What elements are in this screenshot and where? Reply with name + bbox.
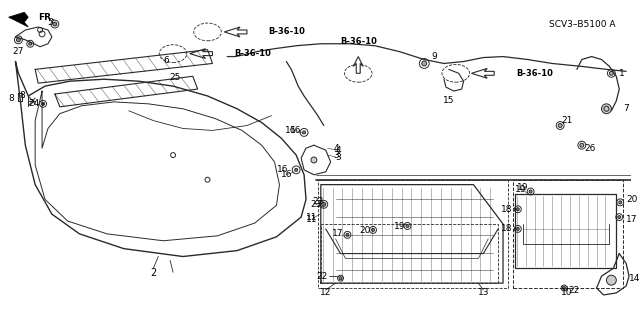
Text: B-36-10: B-36-10 <box>516 69 553 78</box>
Circle shape <box>346 234 349 236</box>
Text: 21: 21 <box>561 116 573 125</box>
Circle shape <box>529 190 532 193</box>
Text: B-36-10: B-36-10 <box>340 37 377 46</box>
Text: 6: 6 <box>163 56 169 65</box>
Text: 18: 18 <box>501 205 513 214</box>
Circle shape <box>406 225 409 227</box>
Circle shape <box>322 202 326 206</box>
Text: 16: 16 <box>285 126 296 135</box>
Circle shape <box>516 208 519 211</box>
Text: 27: 27 <box>13 47 24 56</box>
Text: 16: 16 <box>277 165 288 174</box>
Polygon shape <box>190 49 212 59</box>
Text: 14: 14 <box>629 274 640 283</box>
Circle shape <box>53 22 57 26</box>
Text: 20: 20 <box>360 226 371 235</box>
Circle shape <box>618 216 621 219</box>
Bar <box>318 180 508 288</box>
Text: 8: 8 <box>9 94 15 103</box>
Text: 20: 20 <box>626 195 637 204</box>
Text: 23: 23 <box>310 200 321 209</box>
Text: B-36-10: B-36-10 <box>234 49 271 58</box>
Polygon shape <box>224 27 247 37</box>
Text: 10: 10 <box>561 288 573 297</box>
Polygon shape <box>353 56 363 73</box>
Circle shape <box>372 228 374 231</box>
Text: 1: 1 <box>620 69 625 78</box>
Text: FR.: FR. <box>38 13 54 22</box>
Text: 7: 7 <box>623 104 629 113</box>
Circle shape <box>563 286 566 290</box>
Circle shape <box>619 201 621 204</box>
Circle shape <box>609 71 613 75</box>
Circle shape <box>303 131 305 134</box>
Circle shape <box>42 102 45 105</box>
Polygon shape <box>8 12 28 27</box>
Text: 23: 23 <box>312 197 324 206</box>
Circle shape <box>311 157 317 163</box>
Text: 8: 8 <box>19 92 25 100</box>
Text: 4: 4 <box>335 146 341 155</box>
Circle shape <box>558 123 562 128</box>
Circle shape <box>29 42 32 45</box>
Text: 15: 15 <box>443 96 454 105</box>
Text: 17: 17 <box>332 229 343 238</box>
Text: 16: 16 <box>291 126 302 135</box>
Text: 11: 11 <box>306 213 317 222</box>
Text: 13: 13 <box>477 288 489 297</box>
Text: 11: 11 <box>306 215 317 224</box>
Circle shape <box>17 38 20 42</box>
Text: 22: 22 <box>316 272 328 281</box>
Bar <box>513 180 623 288</box>
Text: 24: 24 <box>29 99 40 108</box>
Circle shape <box>516 227 519 230</box>
Circle shape <box>294 168 298 171</box>
Text: 9: 9 <box>431 52 437 61</box>
Text: 5: 5 <box>47 18 53 26</box>
Circle shape <box>339 277 342 280</box>
Text: 4: 4 <box>333 144 339 153</box>
Text: 18: 18 <box>501 225 513 234</box>
Text: 19: 19 <box>517 183 529 192</box>
Circle shape <box>580 143 584 147</box>
Text: 26: 26 <box>584 144 595 153</box>
Text: 12: 12 <box>320 288 332 297</box>
Text: 19: 19 <box>515 185 527 194</box>
Circle shape <box>602 104 611 114</box>
Polygon shape <box>472 68 494 78</box>
Text: 25: 25 <box>170 73 180 82</box>
Text: 17: 17 <box>626 215 637 224</box>
Text: 3: 3 <box>335 152 341 161</box>
Text: 22: 22 <box>568 286 580 294</box>
Text: 2: 2 <box>150 268 157 278</box>
Text: B-36-10: B-36-10 <box>269 27 305 36</box>
Text: 3: 3 <box>333 151 339 160</box>
Circle shape <box>422 61 427 66</box>
Circle shape <box>607 275 616 285</box>
Bar <box>321 224 498 283</box>
Text: 19: 19 <box>394 222 405 232</box>
Text: SCV3–B5100 A: SCV3–B5100 A <box>548 19 615 29</box>
Text: 16: 16 <box>280 170 292 179</box>
